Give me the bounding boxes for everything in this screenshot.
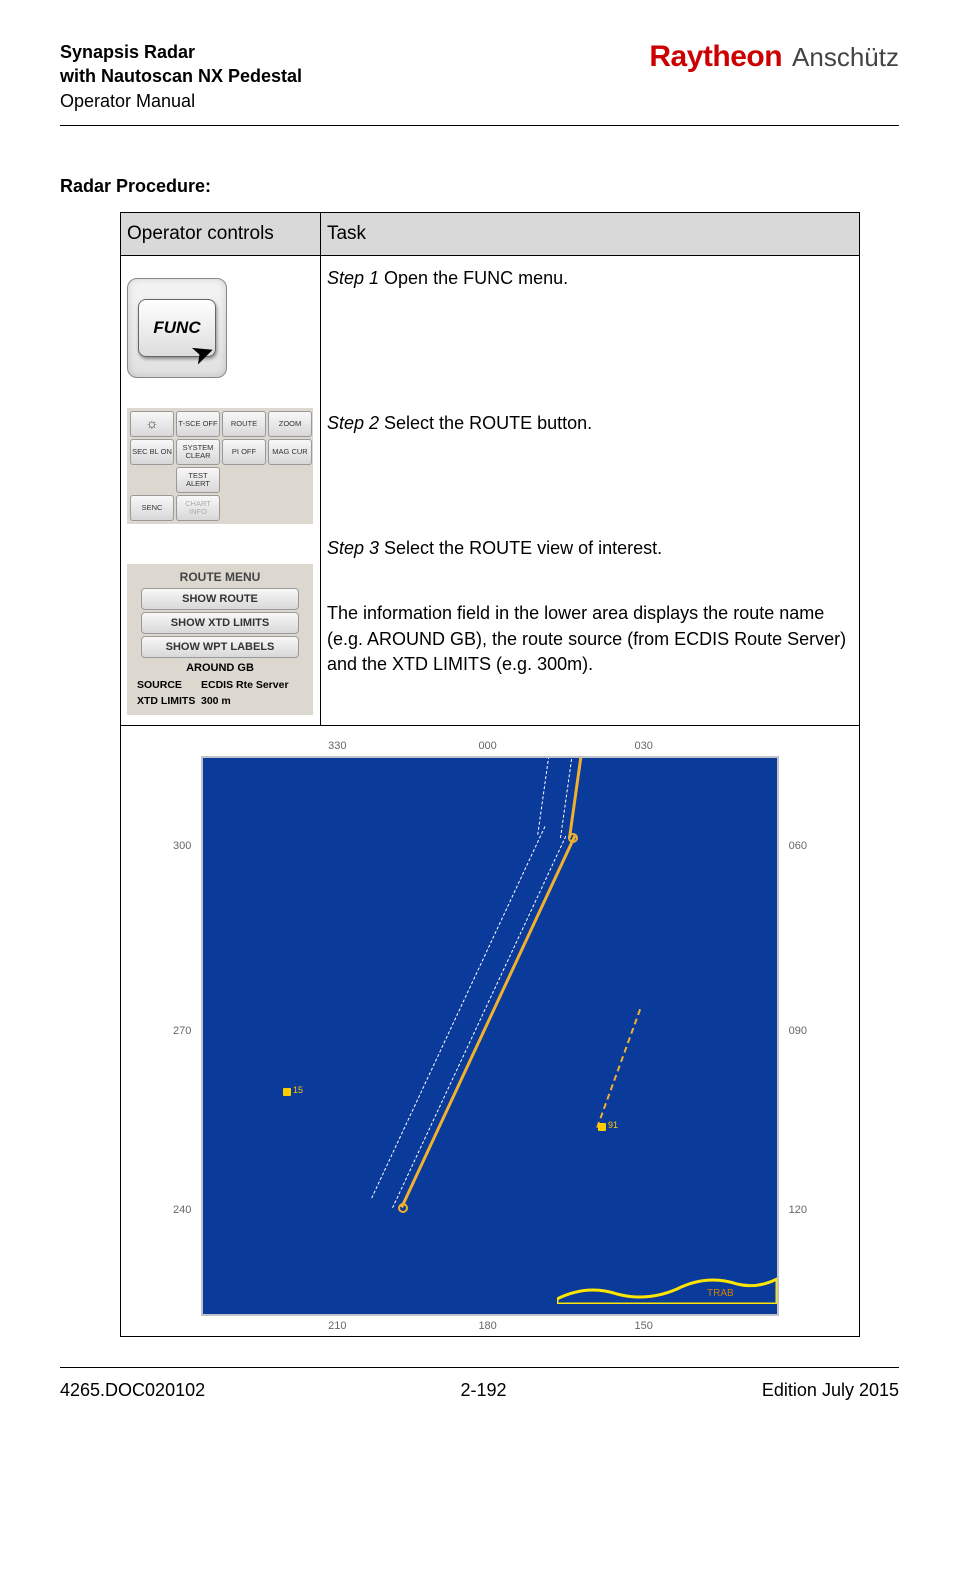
radar-display[interactable]: TRAB xyxy=(201,756,779,1316)
radar-cell: 330 000 030 060 090 120 210 180 150 300 … xyxy=(121,726,860,1337)
test-alert-button[interactable]: TEST ALERT xyxy=(176,467,220,493)
target-91 xyxy=(598,1123,606,1131)
page-footer: 4265.DOC020102 2-192 Edition July 2015 xyxy=(60,1380,899,1401)
col-header-task: Task xyxy=(320,212,859,255)
tsce-off-button[interactable]: T-SCE OFF xyxy=(176,411,220,437)
header-logo: Raytheon Anschütz xyxy=(649,40,899,74)
page-header: Synapsis Radar with Nautoscan NX Pedesta… xyxy=(60,40,899,113)
brand-anschutz: Anschütz xyxy=(792,42,899,73)
route-leg-2 xyxy=(568,756,586,838)
secbl-on-button[interactable]: SEC BL ON xyxy=(130,439,174,465)
senc-button[interactable]: SENC xyxy=(130,495,174,521)
show-route-button[interactable]: SHOW ROUTE xyxy=(141,588,299,610)
header-divider xyxy=(60,125,899,126)
tick-right-3: 120 xyxy=(789,1204,807,1216)
function-button-grid: T-SCE OFF ROUTE ZOOM SEC BL ON SYSTEM CL… xyxy=(127,408,313,524)
table-row: 330 000 030 060 090 120 210 180 150 300 … xyxy=(121,726,860,1337)
source-label: SOURCE xyxy=(137,678,201,694)
brightness-button[interactable] xyxy=(130,411,174,437)
section-heading: Radar Procedure: xyxy=(60,176,899,197)
xtd-corridor xyxy=(371,827,566,1209)
footer-page: 2-192 xyxy=(460,1380,506,1401)
col-header-operator: Operator controls xyxy=(121,212,321,255)
func-button-panel[interactable]: FUNC ➤ xyxy=(127,278,227,378)
tick-bottom-2: 180 xyxy=(478,1320,496,1332)
route-menu-panel: ROUTE MENU SHOW ROUTE SHOW XTD LIMITS SH… xyxy=(127,564,313,716)
waypoint-icon xyxy=(568,833,578,843)
route-button[interactable]: ROUTE xyxy=(222,411,266,437)
header-left: Synapsis Radar with Nautoscan NX Pedesta… xyxy=(60,40,302,113)
footer-divider xyxy=(60,1367,899,1368)
step3-text: Step 3 Select the ROUTE view of interest… xyxy=(327,536,853,561)
header-title-2: with Nautoscan NX Pedestal xyxy=(60,64,302,88)
procedure-table: Operator controls Task FUNC ➤ T-SCE OFF … xyxy=(120,212,860,1338)
coast-label: TRAB xyxy=(707,1288,734,1299)
tick-bottom-3: 150 xyxy=(635,1320,653,1332)
route-info: SOURCE ECDIS Rte Server XTD LIMITS 300 m xyxy=(131,674,309,712)
waypoint-icon xyxy=(398,1203,408,1213)
table-row: FUNC ➤ T-SCE OFF ROUTE ZOOM SEC BL ON SY… xyxy=(121,255,860,726)
route-menu-title: ROUTE MENU xyxy=(131,570,309,584)
task-content: Step 1 Open the FUNC menu. Step 2 Select… xyxy=(327,266,853,677)
source-value: ECDIS Rte Server xyxy=(201,678,303,694)
show-wpt-labels-button[interactable]: SHOW WPT LABELS xyxy=(141,636,299,658)
mag-cur-button[interactable]: MAG CUR xyxy=(268,439,312,465)
tick-top-2: 000 xyxy=(478,740,496,752)
target-15 xyxy=(283,1088,291,1096)
header-title-1: Synapsis Radar xyxy=(60,40,302,64)
info-text: The information field in the lower area … xyxy=(327,601,853,677)
header-subtitle: Operator Manual xyxy=(60,89,302,113)
tick-right-2: 090 xyxy=(789,1025,807,1037)
footer-edition: Edition July 2015 xyxy=(762,1380,899,1401)
show-xtd-limits-button[interactable]: SHOW XTD LIMITS xyxy=(141,612,299,634)
tick-left-1: 300 xyxy=(173,840,191,852)
xtd-value: 300 m xyxy=(201,694,303,710)
pi-off-button[interactable]: PI OFF xyxy=(222,439,266,465)
chart-info-button[interactable]: CHART INFO xyxy=(176,495,220,521)
task-cell: Step 1 Open the FUNC menu. Step 2 Select… xyxy=(320,255,859,726)
radar-wrap: 330 000 030 060 090 120 210 180 150 300 … xyxy=(121,726,859,1336)
tick-left-2: 270 xyxy=(173,1025,191,1037)
brand-raytheon: Raytheon xyxy=(649,40,782,74)
tick-right-1: 060 xyxy=(789,840,807,852)
step2-text: Step 2 Select the ROUTE button. xyxy=(327,411,853,436)
step1-text: Step 1 Open the FUNC menu. xyxy=(327,266,853,291)
xtd-label: XTD LIMITS xyxy=(137,694,201,710)
table-header-row: Operator controls Task xyxy=(121,212,860,255)
route-name: AROUND GB xyxy=(131,662,309,674)
zoom-button[interactable]: ZOOM xyxy=(268,411,312,437)
tick-bottom-1: 210 xyxy=(328,1320,346,1332)
coastline: TRAB xyxy=(557,1254,777,1304)
route-leg-1 xyxy=(400,836,576,1209)
system-clear-button[interactable]: SYSTEM CLEAR xyxy=(176,439,220,465)
tick-top-3: 030 xyxy=(635,740,653,752)
operator-controls-cell: FUNC ➤ T-SCE OFF ROUTE ZOOM SEC BL ON SY… xyxy=(121,255,321,726)
secondary-track xyxy=(596,1006,642,1129)
tick-left-3: 240 xyxy=(173,1204,191,1216)
footer-docid: 4265.DOC020102 xyxy=(60,1380,205,1401)
tick-top-1: 330 xyxy=(328,740,346,752)
